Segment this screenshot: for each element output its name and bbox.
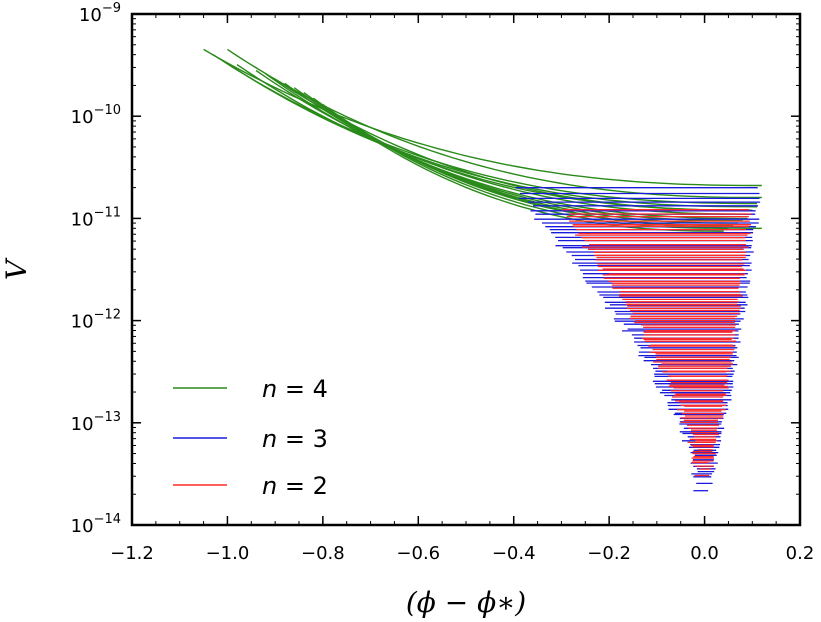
y-tick-label: 10−9 bbox=[79, 1, 121, 26]
legend: n = 4 n = 3 n = 2 bbox=[173, 375, 328, 500]
x-tick-label: 0.0 bbox=[690, 543, 719, 564]
series-n4-curve bbox=[203, 48, 762, 187]
x-tick-label: 0.2 bbox=[786, 543, 815, 564]
legend-label-n2: n = 2 bbox=[262, 472, 328, 500]
series-n4-curve bbox=[222, 60, 758, 208]
x-tick-label: −1.2 bbox=[110, 543, 154, 564]
x-tick-label: −0.2 bbox=[587, 543, 631, 564]
x-tick-label: −0.4 bbox=[492, 543, 536, 564]
x-tick-label: −0.8 bbox=[301, 543, 345, 564]
series-n4-curve bbox=[227, 48, 762, 199]
y-tick-label: 10−11 bbox=[71, 205, 121, 230]
y-tick-label: 10−13 bbox=[71, 410, 121, 435]
y-tick-label: 10−12 bbox=[71, 308, 121, 333]
y-axis-label: V bbox=[0, 257, 33, 280]
series-n4-curve bbox=[293, 87, 762, 229]
y-tick-label: 10−14 bbox=[71, 512, 121, 537]
y-tick-label: 10−10 bbox=[71, 103, 121, 128]
labels-layer: −1.2 −1.0 −0.8 −0.6 −0.4 −0.2 0.0 0.2 10−9 10−10 1… bbox=[71, 1, 815, 564]
x-tick-label: −1.0 bbox=[206, 543, 250, 564]
series-n4-curve bbox=[212, 54, 758, 205]
legend-label-n3: n = 3 bbox=[262, 425, 328, 453]
ticks-layer bbox=[131, 13, 801, 526]
series-n4-curve bbox=[274, 78, 753, 211]
series-n4-curve bbox=[331, 111, 724, 232]
series-n4-curve bbox=[284, 82, 743, 222]
legend-label-n4: n = 4 bbox=[262, 375, 328, 403]
data-layer bbox=[203, 48, 762, 492]
x-axis-label: (ϕ − ϕ∗) bbox=[406, 586, 526, 619]
series-n4-curve bbox=[312, 97, 734, 227]
x-tick-label: −0.6 bbox=[396, 543, 440, 564]
